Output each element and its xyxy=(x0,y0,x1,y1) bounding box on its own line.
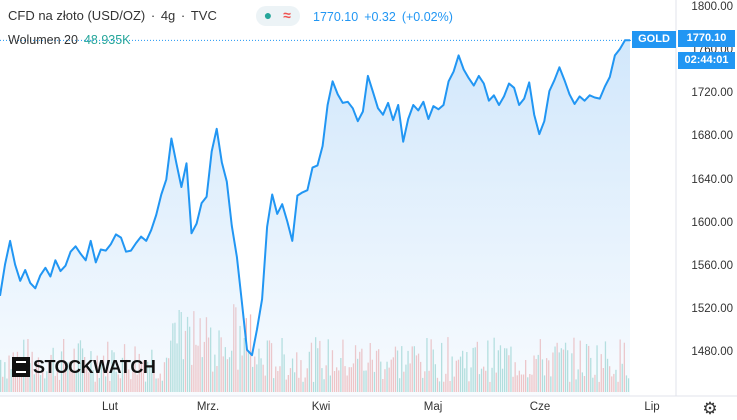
price-change-pct: (+0.02%) xyxy=(401,10,453,24)
price-line xyxy=(0,39,630,357)
time-axis-tick: Lip xyxy=(644,401,660,413)
indicator-toggle-group xyxy=(256,6,300,26)
price-axis-tick: 1680.00 xyxy=(691,130,733,143)
chart-title: CFD na złoto (USD/OZ) · 4g · TVC xyxy=(8,8,217,23)
gear-icon[interactable]: ⚙ xyxy=(702,399,718,418)
volume-legend[interactable]: Wolumen 20 48.935K xyxy=(8,33,131,47)
time-axis-tick: Lut xyxy=(102,401,118,413)
quote-row: 1770.10 +0.32 (+0.02%) xyxy=(313,10,459,24)
volume-indicator-value: 48.935K xyxy=(83,33,131,47)
wave-icon[interactable]: ≈ xyxy=(283,7,291,23)
last-price: 1770.10 xyxy=(313,10,359,24)
time-axis-tick: Mrz. xyxy=(196,401,220,413)
source-label: TVC xyxy=(190,8,217,23)
symbol-tag: GOLD xyxy=(632,31,676,48)
time-axis-tick: Kwi xyxy=(311,401,331,413)
logo-mark-icon xyxy=(12,357,30,377)
logo-text: STOCKWATCH xyxy=(33,356,156,377)
price-axis-tick: 1720.00 xyxy=(691,87,733,100)
price-change: +0.32 xyxy=(364,10,396,24)
countdown-tag: 02:44:01 xyxy=(678,52,735,69)
interval-label[interactable]: 4g xyxy=(160,8,176,23)
price-axis-tick: 1480.00 xyxy=(691,346,733,358)
time-axis-tick: Cze xyxy=(529,401,551,413)
symbol-name[interactable]: CFD na złoto (USD/OZ) xyxy=(8,8,146,23)
price-axis-tick: 1520.00 xyxy=(691,302,733,315)
price-axis-tick: 1600.00 xyxy=(691,216,733,229)
price-axis-tick: 1640.00 xyxy=(691,173,733,186)
price-axis-tick: 1800.00 xyxy=(691,1,733,13)
price-axis-tick: 1560.00 xyxy=(691,259,733,272)
dot-icon[interactable]: ● xyxy=(263,7,273,23)
volume-indicator-name: Wolumen 20 xyxy=(8,33,78,47)
time-axis-tick: Maj xyxy=(423,401,443,413)
stockwatch-logo: STOCKWATCH xyxy=(12,356,156,378)
price-area xyxy=(0,40,630,397)
price-tag: 1770.10 xyxy=(678,30,735,47)
